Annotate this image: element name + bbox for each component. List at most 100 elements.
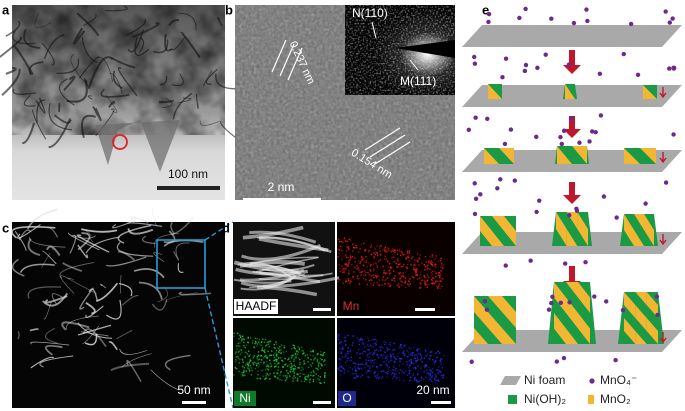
signal — [283, 345, 285, 347]
signal — [369, 365, 371, 367]
signal — [429, 268, 431, 270]
signal — [285, 378, 288, 380]
permanganate — [522, 68, 528, 74]
signal — [357, 267, 359, 269]
signal — [256, 363, 258, 365]
signal — [246, 362, 248, 364]
signal — [300, 369, 302, 371]
signal — [406, 251, 409, 253]
mno2-flake — [566, 229, 578, 246]
signal — [316, 353, 318, 355]
sheet-edge — [172, 92, 193, 120]
signal — [342, 367, 345, 370]
signal — [266, 344, 268, 346]
signal — [386, 277, 389, 279]
fiber — [164, 354, 191, 371]
mno2-flake — [480, 216, 492, 231]
diffraction-label: M(111) — [400, 74, 436, 88]
signal — [415, 368, 417, 370]
sheet-edge — [216, 16, 223, 27]
signal — [380, 345, 382, 348]
signal — [403, 253, 405, 256]
signal — [370, 275, 372, 277]
permanganate — [559, 141, 565, 147]
signal — [368, 250, 370, 252]
signal — [408, 285, 410, 287]
fiber — [138, 281, 163, 300]
signal — [380, 364, 382, 366]
mno2-flake — [474, 296, 488, 312]
signal — [431, 254, 434, 256]
signal — [273, 359, 276, 361]
permanganate — [620, 307, 626, 313]
signal — [401, 363, 404, 365]
signal — [402, 351, 404, 354]
signal — [284, 357, 286, 360]
sheet-edge — [34, 12, 52, 29]
signal — [342, 282, 344, 284]
signal — [402, 351, 405, 353]
ni-foam — [462, 25, 682, 47]
signal — [243, 374, 245, 376]
signal — [368, 346, 370, 348]
permanganate — [546, 307, 552, 312]
signal — [412, 374, 415, 376]
signal — [299, 372, 301, 375]
signal — [367, 359, 370, 362]
signal — [345, 263, 348, 265]
signal — [319, 382, 321, 384]
signal — [388, 274, 391, 276]
signal — [375, 344, 377, 346]
signal — [426, 372, 428, 374]
signal — [247, 350, 250, 352]
signal — [372, 274, 374, 277]
signal — [402, 265, 404, 268]
legend-label: MnO₄⁻ — [600, 373, 637, 387]
signal — [252, 363, 255, 366]
signal — [314, 357, 316, 359]
signal — [384, 250, 386, 252]
permanganate — [508, 127, 514, 132]
signal — [419, 254, 422, 256]
signal — [355, 369, 357, 372]
signal — [317, 352, 320, 355]
signal — [341, 240, 343, 243]
signal — [239, 334, 241, 337]
signal — [292, 370, 294, 373]
signal — [289, 360, 291, 363]
signal — [259, 377, 262, 380]
sheet-edge — [48, 103, 73, 131]
signal — [398, 347, 400, 349]
permanganate — [549, 16, 554, 21]
signal — [234, 367, 237, 369]
signal — [339, 343, 341, 345]
signal — [266, 357, 269, 360]
signal — [260, 341, 263, 344]
signal — [377, 275, 380, 277]
arrow-head — [563, 129, 581, 138]
mno2-flake — [624, 214, 634, 230]
signal — [369, 246, 372, 248]
signal — [380, 349, 382, 352]
signal — [276, 372, 278, 374]
signal — [390, 359, 392, 362]
signal — [256, 357, 258, 360]
sheet-edge — [178, 12, 197, 31]
signal — [290, 362, 292, 365]
signal — [416, 374, 419, 376]
signal — [369, 367, 371, 369]
signal — [388, 270, 390, 272]
signal — [298, 367, 301, 370]
signal — [237, 351, 240, 353]
signal — [381, 355, 383, 357]
fiber — [44, 295, 68, 304]
signal — [252, 340, 254, 342]
signal — [387, 266, 389, 268]
map-label: Ni — [239, 391, 250, 405]
signal — [370, 359, 372, 361]
permanganate — [534, 134, 539, 140]
signal — [407, 283, 409, 285]
signal — [410, 347, 413, 350]
signal — [435, 272, 438, 275]
permanganate — [485, 116, 490, 121]
